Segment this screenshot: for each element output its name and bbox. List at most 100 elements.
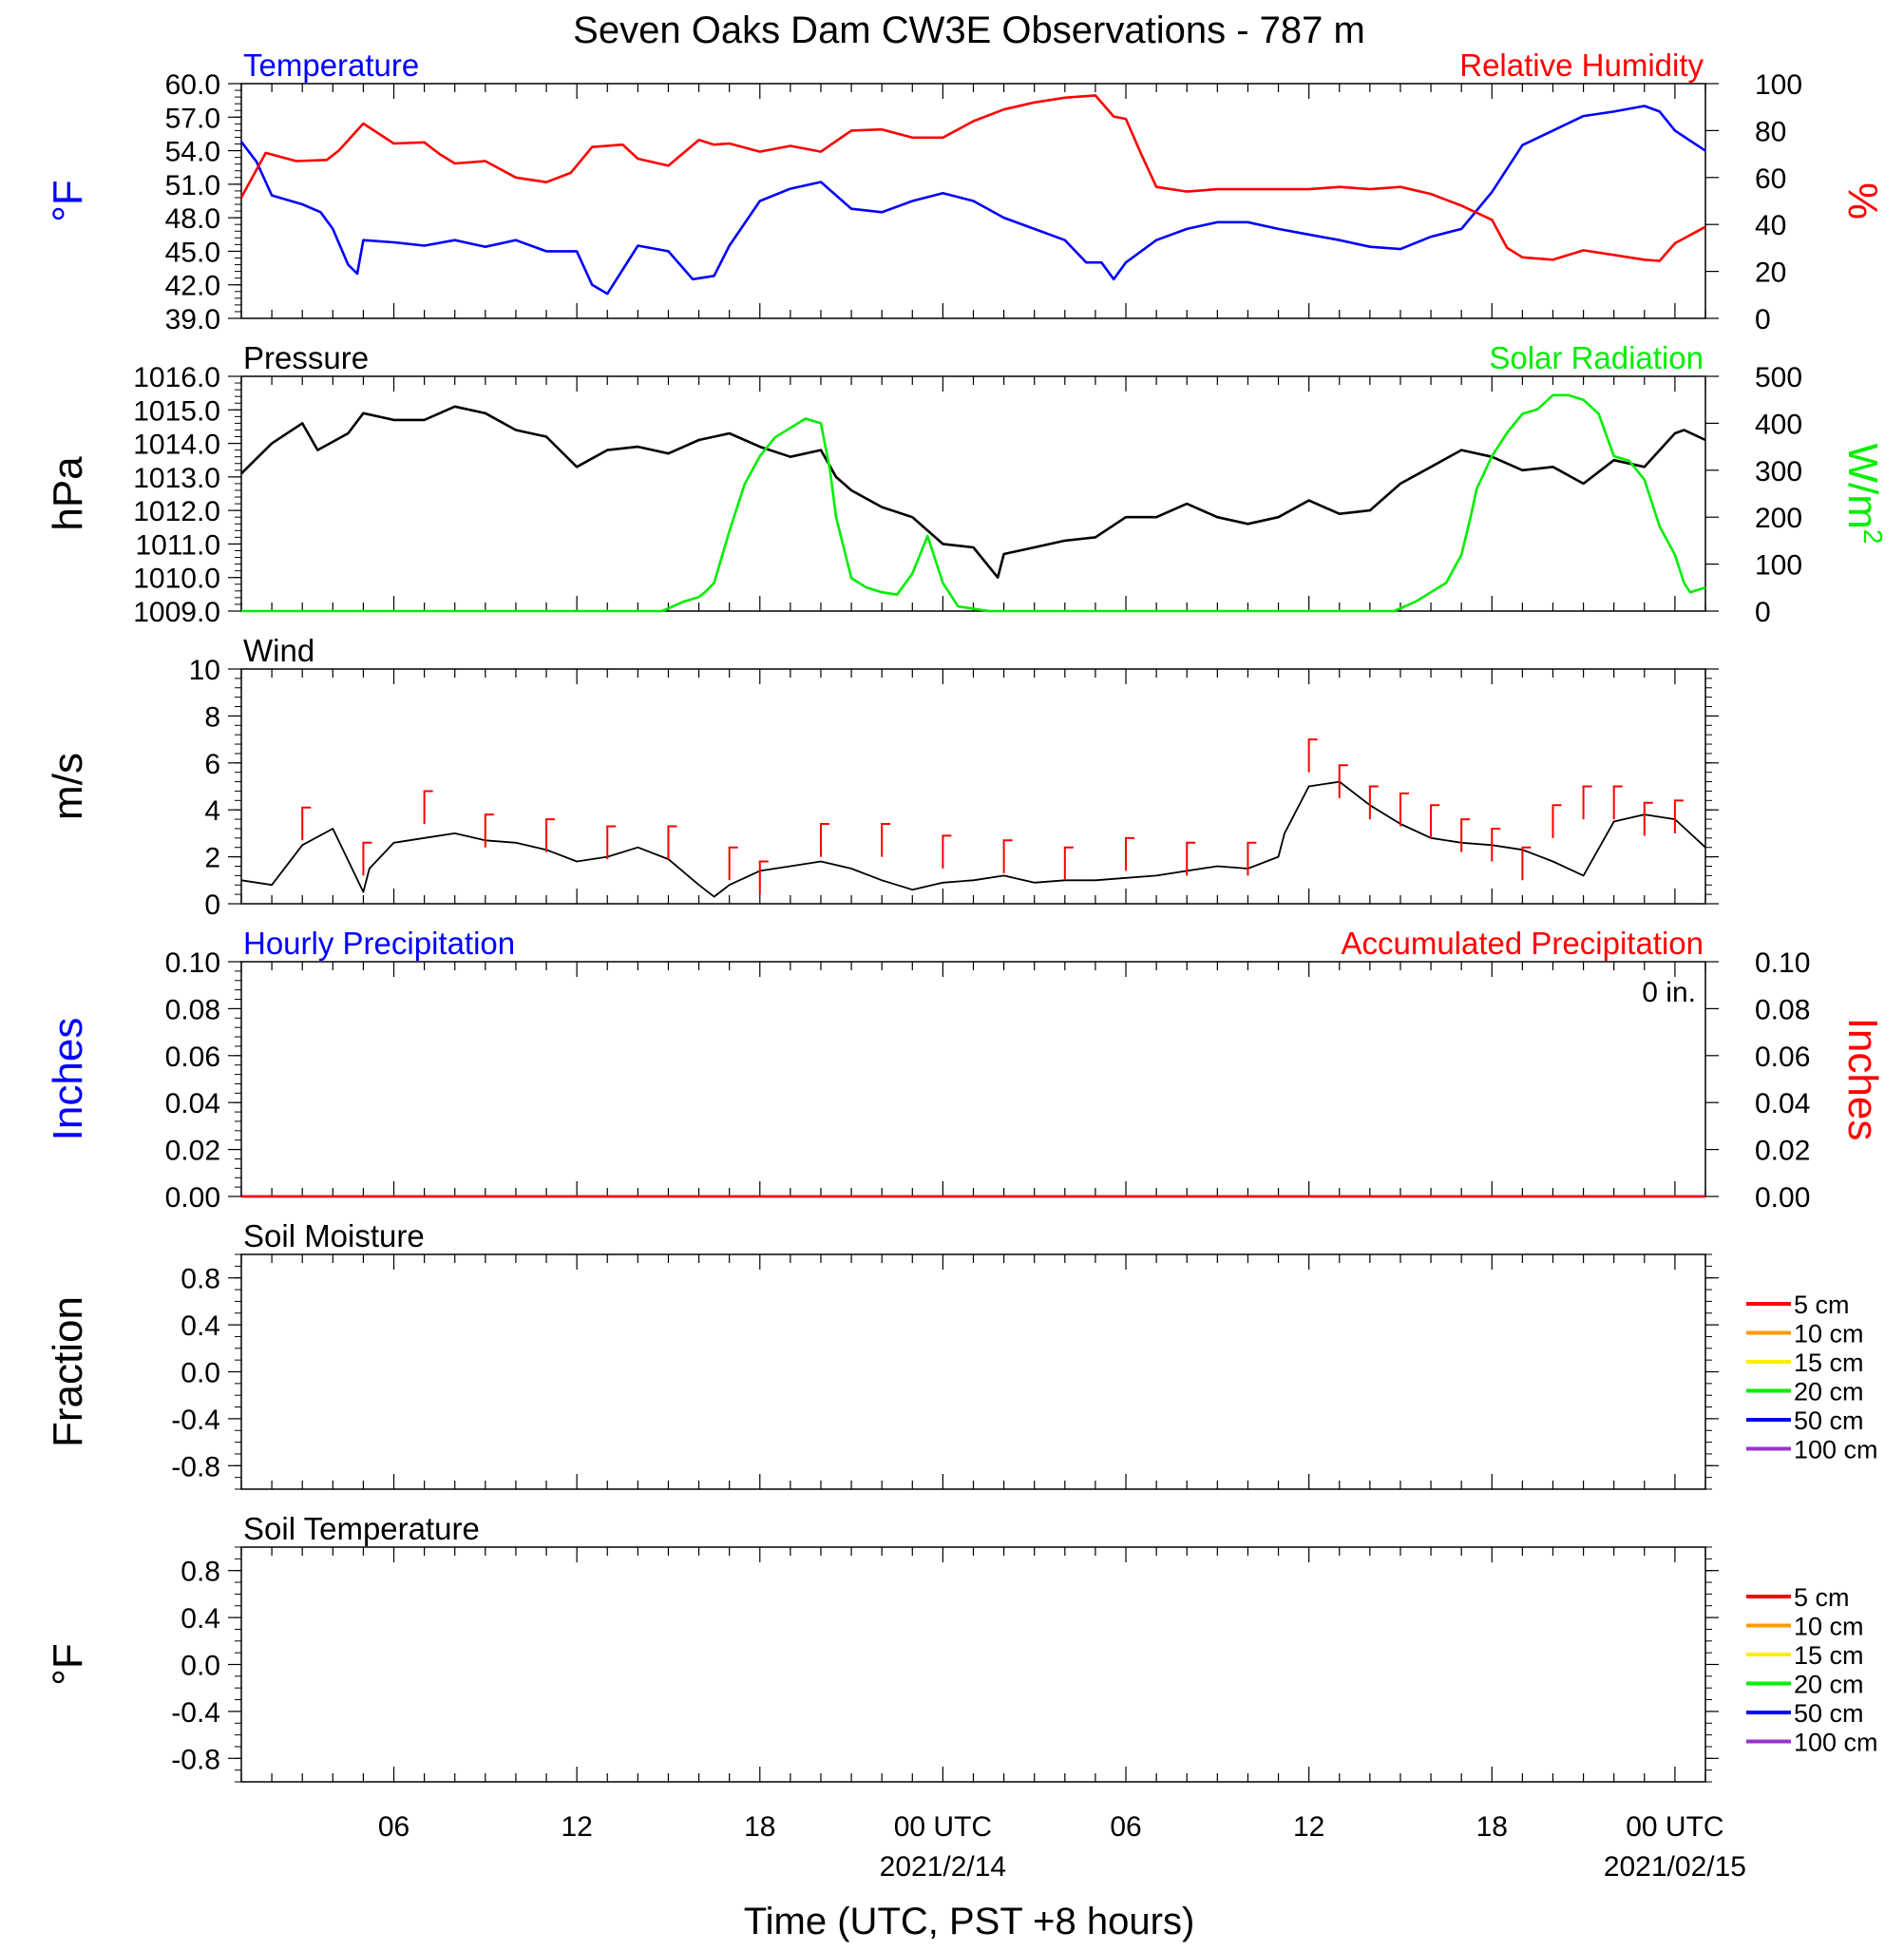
x-tick-date: 2021/02/15 — [1604, 1851, 1746, 1883]
wind-gust-mark — [1186, 841, 1196, 876]
wind-gust-mark — [362, 841, 372, 876]
y-tick-label: -0.4 — [171, 1405, 220, 1436]
panel-title-left: Hourly Precipitation — [243, 926, 515, 961]
wind-gust-mark — [1338, 764, 1348, 798]
wind-gust-mark — [1673, 799, 1684, 833]
wind-gust-mark — [1063, 846, 1074, 881]
y-tick-label: 1015.0 — [133, 395, 220, 427]
wind-gust-mark — [1430, 804, 1440, 838]
legend-label: 15 cm — [1794, 1641, 1864, 1670]
wind-gust-mark — [301, 806, 312, 841]
y-tick-label: 0.0 — [181, 1651, 220, 1682]
y-right-tick-label: 0.02 — [1755, 1136, 1810, 1167]
x-tick-label: 00 UTC — [894, 1811, 992, 1843]
y-right-tick-label: 300 — [1755, 456, 1802, 488]
y-right-tick-label: 80 — [1755, 116, 1786, 147]
y-axis-label-left: Inches — [45, 1018, 91, 1141]
y-tick-label: 1016.0 — [133, 362, 220, 393]
wind-gust-mark — [545, 818, 556, 852]
plot-frame — [240, 375, 1706, 612]
x-tick-label: 18 — [744, 1811, 775, 1843]
y-tick-label: 0 — [204, 889, 220, 921]
y-right-tick-label: 0.10 — [1755, 947, 1810, 979]
wind-gust-mark — [1582, 785, 1592, 820]
y-right-tick-label: 400 — [1755, 409, 1802, 440]
y-tick-label: 0.02 — [165, 1136, 220, 1167]
legend-label: 100 cm — [1794, 1436, 1878, 1464]
y-tick-label: 51.0 — [165, 170, 220, 201]
y-tick-label: 0.0 — [181, 1358, 220, 1389]
y-axis-label-right: % — [1839, 182, 1886, 220]
y-axis-label-right-text: Inches — [1839, 1018, 1886, 1141]
y-axis-label-right-text: % — [1839, 182, 1886, 220]
panel-title-right: Solar Radiation — [1489, 340, 1704, 375]
wind-gust-mark — [728, 846, 738, 881]
y-tick-label: 6 — [204, 749, 220, 780]
wind-gust-mark — [1612, 785, 1623, 820]
legend-label: 20 cm — [1794, 1671, 1864, 1699]
y-tick-label: 1009.0 — [133, 597, 220, 628]
panel-title-left: Temperature — [243, 48, 419, 83]
plot-frame — [240, 961, 1706, 1197]
legend-label: 10 cm — [1794, 1613, 1864, 1641]
legend-label: 15 cm — [1794, 1348, 1864, 1377]
y-axis-label-right: W/m2 — [1839, 444, 1888, 545]
panel-title-right: Relative Humidity — [1459, 48, 1704, 83]
y-right-tick-label: 100 — [1755, 550, 1802, 582]
y-tick-label: 10 — [189, 655, 220, 686]
y-right-tick-label: 200 — [1755, 503, 1802, 534]
wind-gust-mark — [1491, 827, 1501, 862]
y-right-tick-label: 0.00 — [1755, 1182, 1810, 1214]
wind-gust-mark — [484, 813, 494, 848]
y-tick-label: 1014.0 — [133, 430, 220, 461]
y-tick-label: 39.0 — [165, 304, 220, 335]
series-line-relative-humidity — [239, 94, 1706, 262]
panel-title-left: Soil Temperature — [243, 1511, 480, 1546]
x-tick-label: 00 UTC — [1626, 1811, 1723, 1843]
wind-gust-mark — [1460, 818, 1471, 852]
x-tick-date: 2021/2/14 — [880, 1851, 1006, 1883]
y-axis-label-right-text: W/m — [1839, 444, 1886, 529]
legend-label: 5 cm — [1794, 1291, 1850, 1319]
y-tick-label: 60.0 — [165, 69, 220, 101]
wind-gust-mark — [819, 823, 829, 857]
y-tick-label: 4 — [204, 795, 220, 827]
y-tick-label: 8 — [204, 701, 220, 733]
plot-frame — [240, 1253, 1706, 1490]
x-tick-label: 06 — [1110, 1811, 1141, 1843]
y-tick-label: 1012.0 — [133, 496, 220, 527]
y-right-tick-label: 0.06 — [1755, 1042, 1810, 1073]
panel-3: 0.00 0.02 0.04 0.06 0.08 0.10 0.00 0.02 0.04 0.06… — [45, 926, 1886, 1214]
plot-frame — [240, 668, 1706, 905]
y-tick-label: 0.4 — [181, 1603, 220, 1635]
y-right-tick-label: 60 — [1755, 163, 1786, 195]
y-tick-label: 48.0 — [165, 203, 220, 235]
panel-4: -0.8 -0.4 0.0 0.4 0.8 Soil Moisture Fraction 5 … — [45, 1218, 1878, 1490]
y-right-tick-label: 500 — [1755, 362, 1802, 393]
panel-2: 0 2 4 6 8 10 Wind m/s — [45, 633, 1719, 921]
panel-title-left: Pressure — [243, 340, 369, 375]
wind-gust-mark — [606, 825, 617, 860]
y-tick-label: 1011.0 — [135, 529, 220, 561]
wind-gust-mark — [1125, 836, 1135, 871]
y-axis-label-left: °F — [45, 180, 91, 221]
y-tick-label: 0.06 — [165, 1042, 220, 1073]
panel-1: 1009.01010.01011.01012.01013.01014.01015… — [45, 340, 1888, 628]
x-tick-label: 18 — [1476, 1811, 1508, 1843]
series-line-wind — [240, 780, 1706, 898]
y-right-tick-label: 0.04 — [1755, 1088, 1810, 1119]
y-axis-label-right-sup: 2 — [1858, 529, 1888, 545]
y-tick-label: 0.10 — [165, 947, 220, 979]
y-tick-label: 45.0 — [165, 237, 220, 268]
y-tick-label: 2 — [204, 843, 220, 874]
panel-title-right: Accumulated Precipitation — [1341, 926, 1704, 961]
y-axis-label-left: hPa — [45, 456, 91, 531]
y-tick-label: 0.04 — [165, 1088, 220, 1119]
y-tick-label: 0.00 — [165, 1182, 220, 1214]
accumulated-annotation: 0 in. — [1642, 977, 1696, 1008]
legend-label: 20 cm — [1794, 1378, 1864, 1406]
y-right-tick-label: 20 — [1755, 258, 1786, 289]
y-right-tick-label: 100 — [1755, 69, 1802, 101]
wind-gust-mark — [942, 834, 952, 869]
